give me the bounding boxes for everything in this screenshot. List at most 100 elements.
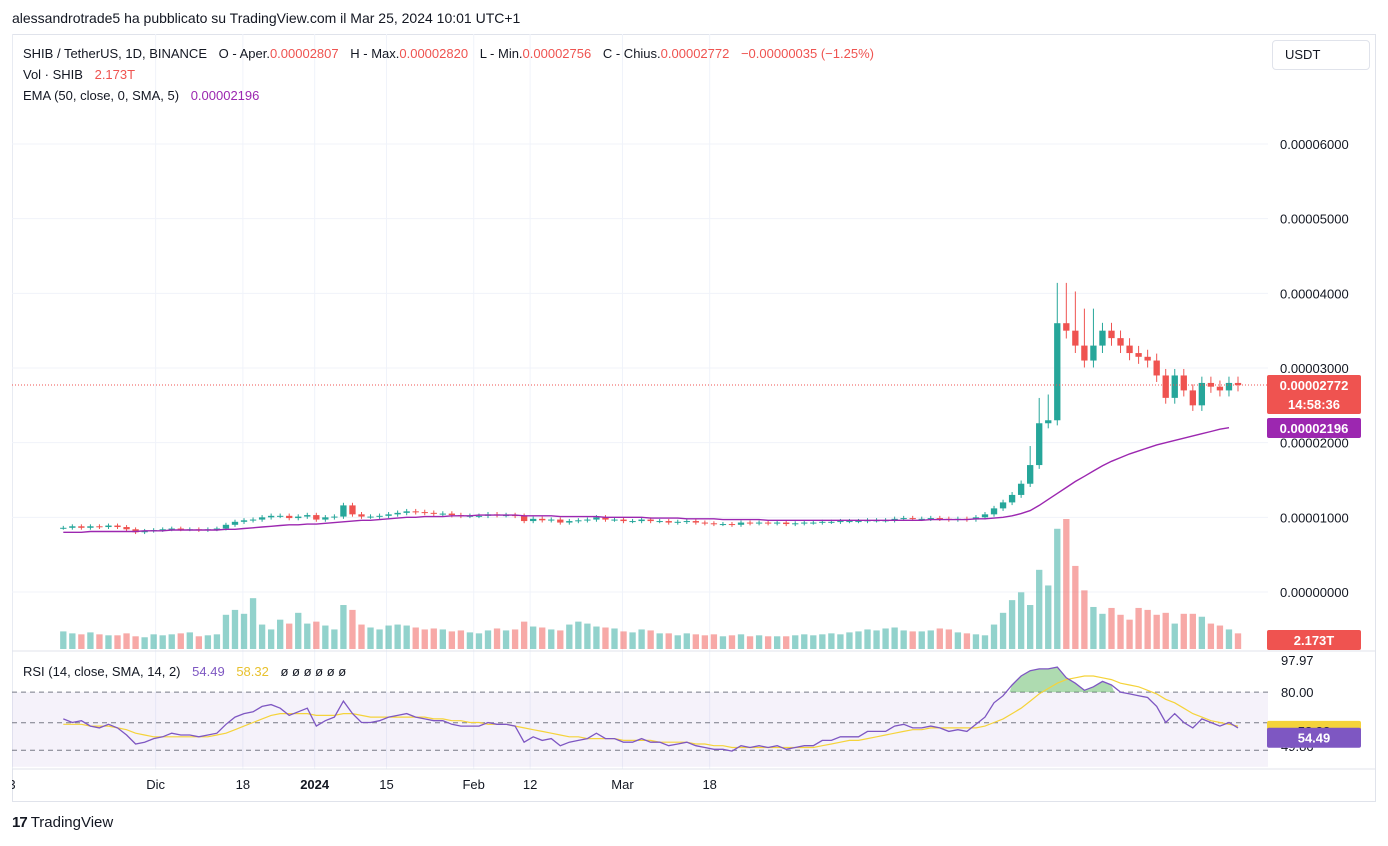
candle-body [132,529,139,533]
volume-bar [1008,600,1016,649]
currency-selector[interactable]: USDT [1272,40,1370,70]
candle [1171,368,1178,404]
candle-body [828,521,835,523]
candle [1198,376,1206,411]
ema-legend[interactable]: EMA (50, close, 0, SMA, 5) 0.00002196 [23,88,259,103]
candle [358,512,365,519]
volume-bar [1108,607,1115,649]
volume-bar [394,624,401,649]
time-tick-label: 3 [12,777,16,792]
candle-body [764,522,772,524]
rsi-tag-text: 54.49 [1298,731,1331,746]
candle [1144,349,1151,368]
last-price-tag-bg [1267,375,1361,415]
candle-body [1063,323,1070,331]
chart-canvas[interactable]: 0.00006000 0.00005000 0.00004000 0.00003000… [12,34,1376,802]
candle-body [1045,420,1052,424]
candle-body [123,527,130,530]
candle [60,525,67,530]
volume-bar [1144,609,1151,649]
candle [267,513,275,520]
candle [322,515,329,522]
candle-body [87,526,94,528]
candle-body [331,516,338,518]
candle-body [349,505,356,515]
candle [87,524,94,530]
candle-body [629,521,636,523]
candle-body [692,521,699,523]
ema-label: EMA (50, close, 0, SMA, 5) [23,88,180,103]
volume-bar [1207,623,1215,649]
volume-bar [376,629,383,649]
volume-bar [267,629,275,649]
price-tick-label: 0.00001000 [1280,510,1349,525]
candle-body [231,521,239,525]
volume-bar [1216,625,1224,649]
volume-bar [1171,623,1178,649]
volume-bar [502,630,510,649]
candle [1225,376,1233,397]
volume-bar [177,633,184,649]
candle-body [412,511,419,513]
volume-bar [719,636,727,649]
volume-bar [963,633,971,649]
candle [231,519,239,527]
candle [801,520,808,526]
candle [990,505,998,517]
candle [69,524,76,530]
volume-bar [629,632,636,649]
candle [674,519,681,525]
candle-body [141,530,148,533]
volume-bar [539,627,546,649]
candle [1207,376,1215,393]
volume-bar [873,630,880,649]
candle-body [737,522,745,525]
volume-bar [141,637,148,649]
volume-bar [457,630,465,649]
candle-body [846,521,853,523]
candle [1081,308,1088,368]
candle-body [1090,345,1097,361]
candle [737,520,745,527]
volume-legend[interactable]: Vol · SHIB 2.173T [23,67,135,82]
last-price-tag-text: 14:58:36 [1288,397,1340,412]
rsi-ma-line [63,675,1239,749]
rsi-legend[interactable]: RSI (14, close, SMA, 14, 2) 54.49 58.32 … [23,664,346,679]
tradingview-logo[interactable]: 17 TradingView [12,814,113,831]
rsi-extra-values: ø ø ø ø ø ø [280,664,347,679]
volume-bar [385,625,392,649]
volume-bar [728,635,736,649]
volume-bars [60,519,1242,649]
close-label: C - Chius. [602,46,661,61]
candle-body [918,518,925,520]
candle-body [548,519,555,521]
candle [539,516,546,523]
candle-body [936,518,943,520]
candle [78,524,85,530]
volume-bar [286,623,293,649]
candle [340,502,347,519]
time-tick-label: Feb [462,777,484,792]
volume-bar [602,627,609,649]
candle-body [557,519,564,523]
candle [1045,394,1052,429]
candle-body [710,523,718,525]
candle-body [728,524,736,526]
rsi-tag-bg [1267,727,1361,748]
candle [249,517,257,523]
symbol-legend[interactable]: SHIB / TetherUS, 1D, BINANCE O - Aper.0.… [23,46,874,61]
candle-body [981,514,989,518]
candle-body [1153,360,1160,376]
candle-body [1027,465,1034,484]
volume-bar [105,635,112,649]
volume-bar [701,635,709,649]
volume-bar [1081,590,1088,649]
candle [575,518,582,524]
candle [792,521,799,527]
volume-bar [1135,607,1142,649]
candle-body [566,521,573,523]
price-tick-label: 0.00000000 [1280,585,1349,600]
volume-bar [231,609,239,649]
ema-value: 0.00002196 [190,88,260,103]
candle-body [240,520,248,522]
